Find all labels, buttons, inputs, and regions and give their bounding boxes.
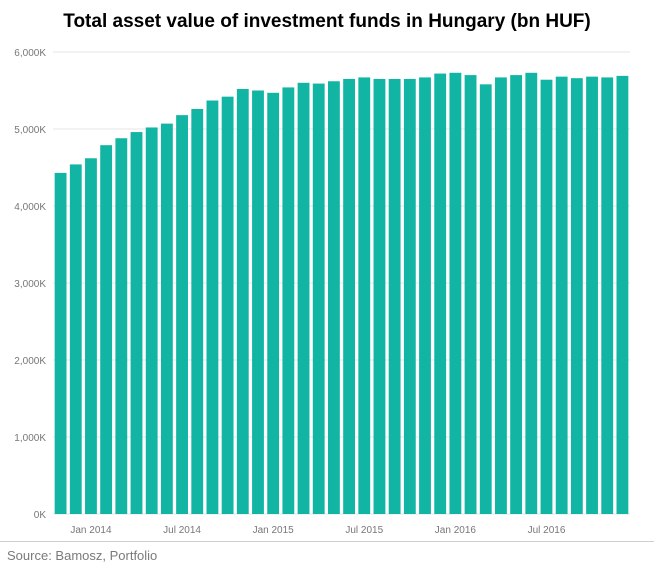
bar [236, 88, 249, 515]
x-tick-label: Jan 2015 [253, 525, 295, 536]
source-note: Source: Bamosz, Portfolio [7, 548, 158, 563]
bar [464, 75, 477, 514]
bar [358, 77, 371, 514]
bar [540, 79, 553, 514]
bar [327, 81, 340, 514]
chart-title: Total asset value of investment funds in… [63, 11, 591, 32]
bar [115, 138, 128, 515]
footer-divider [0, 541, 654, 542]
x-tick-label: Jul 2015 [345, 525, 383, 536]
bar [586, 76, 598, 514]
bar [495, 77, 507, 514]
x-tick-label: Jan 2016 [435, 525, 477, 536]
y-tick-label: 4,000K [14, 202, 46, 213]
bars [54, 72, 629, 515]
y-axis-ticks: 0K 1,000K 2,000K 3,000K 4,000K 5,000K 6,000K [14, 48, 46, 521]
x-tick-label: Jul 2016 [528, 525, 566, 536]
bar [343, 78, 356, 514]
x-tick-label: Jan 2014 [70, 525, 112, 536]
bar [601, 77, 614, 514]
bar [388, 78, 401, 514]
bar [297, 82, 310, 515]
y-tick-label: 2,000K [14, 356, 46, 367]
bar [479, 84, 492, 514]
bar [145, 127, 158, 515]
bar [85, 158, 97, 514]
y-tick-label: 0K [34, 510, 47, 521]
bar [221, 96, 234, 514]
bar [373, 78, 386, 514]
bar [191, 108, 204, 514]
y-tick-label: 3,000K [14, 279, 46, 290]
bar [510, 75, 523, 514]
bar [403, 78, 416, 514]
bar [555, 76, 568, 514]
bar [206, 100, 219, 514]
bar [419, 77, 431, 514]
bar [449, 72, 462, 514]
bar [176, 115, 188, 514]
bar [54, 172, 67, 514]
bar [282, 87, 295, 515]
bar [525, 72, 538, 514]
bar [616, 75, 629, 515]
y-tick-label: 6,000K [14, 48, 46, 59]
y-tick-label: 5,000K [14, 125, 46, 136]
bar [130, 132, 143, 514]
bar [160, 123, 173, 515]
bar [100, 145, 113, 515]
bar [252, 90, 264, 514]
bar [434, 73, 447, 514]
x-axis-ticks: Jan 2014 Jul 2014 Jan 2015 Jul 2015 Jan 2016… [70, 525, 565, 536]
bar [267, 92, 280, 514]
y-tick-label: 1,000K [14, 433, 46, 444]
bar-chart: 0K 1,000K 2,000K 3,000K 4,000K 5,000K 6,000K J… [14, 48, 630, 536]
bar [570, 78, 583, 515]
bar [312, 83, 325, 514]
bar [69, 164, 82, 515]
x-tick-label: Jul 2014 [163, 525, 201, 536]
